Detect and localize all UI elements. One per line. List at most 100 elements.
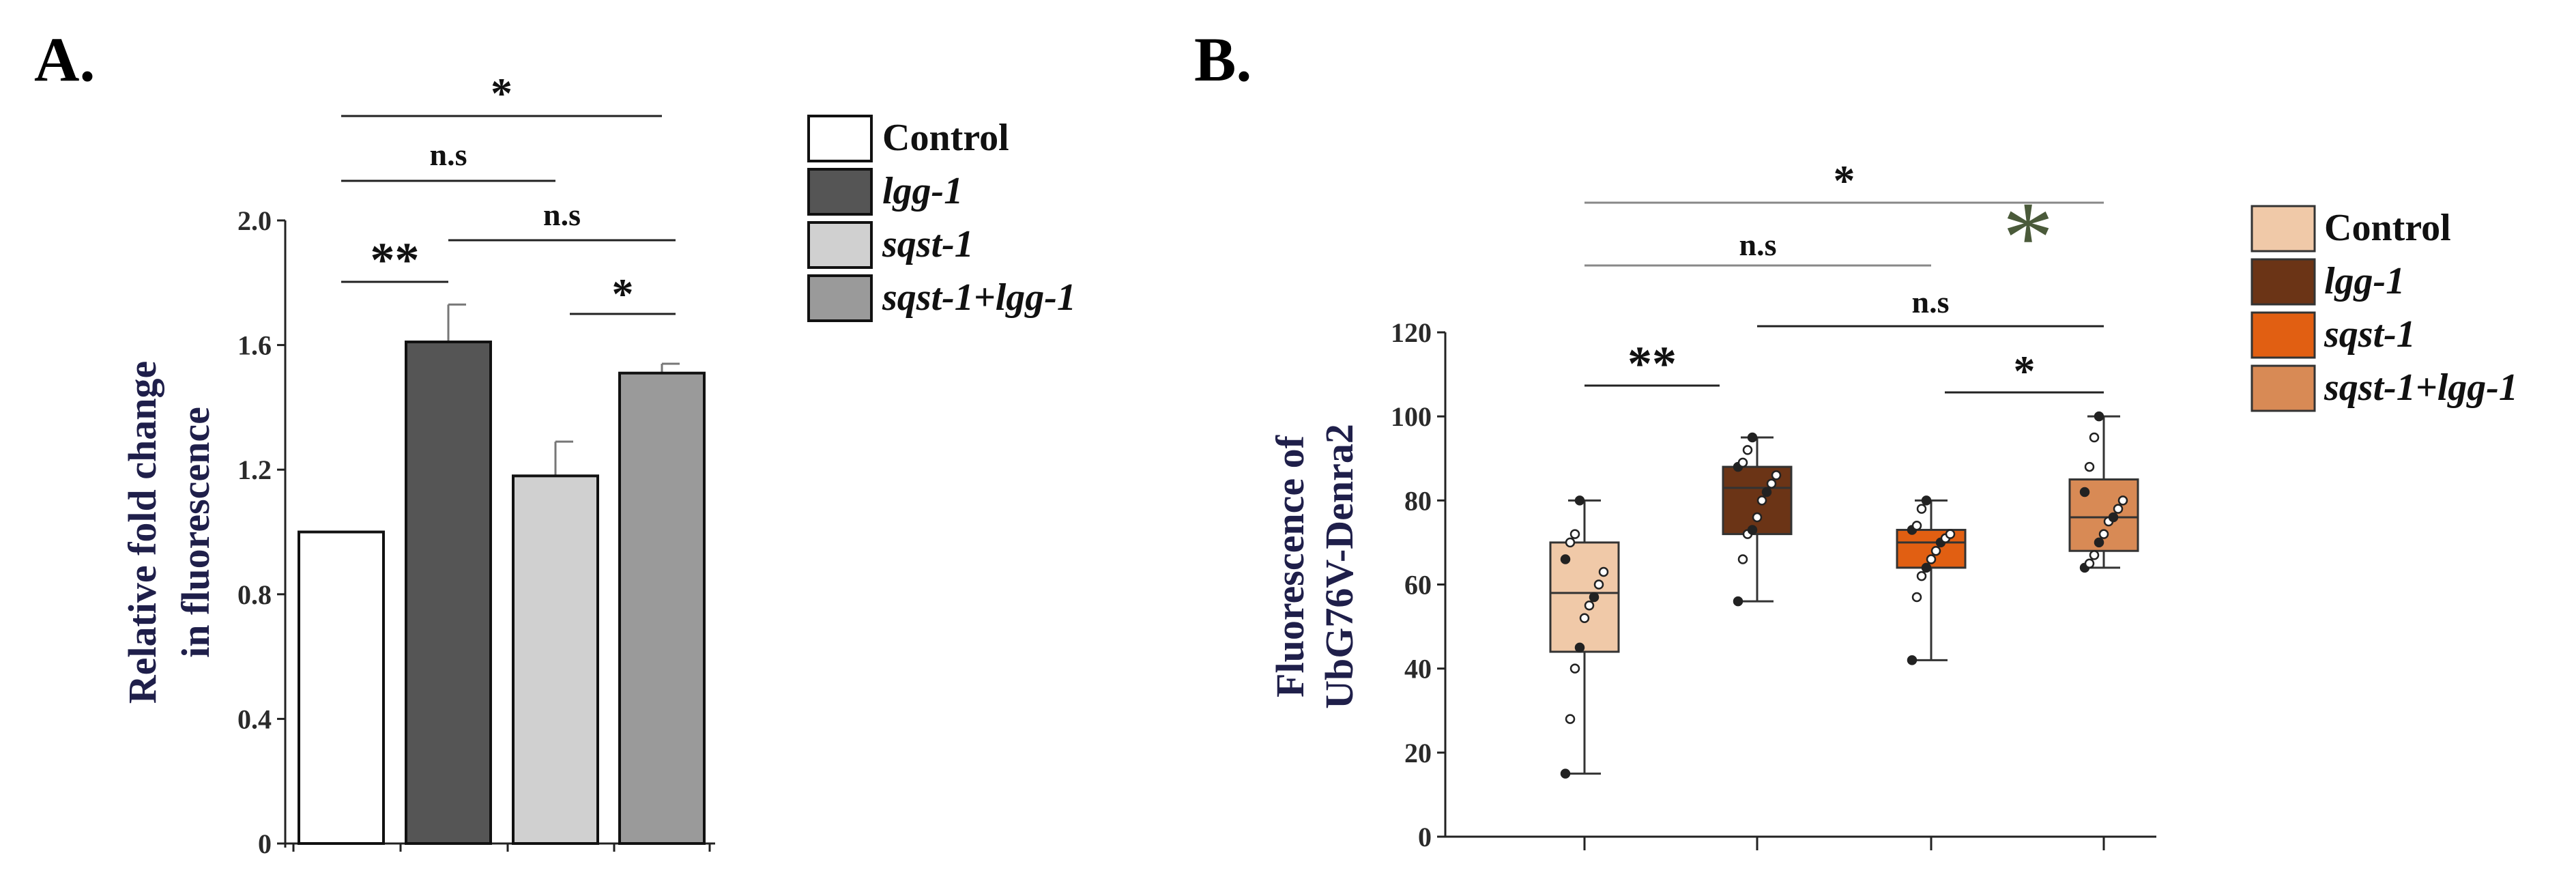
panel-b-significance: *n.sn.s** ** [1584,156,2104,395]
bar [618,371,706,845]
data-point [1569,529,1580,539]
legend-swatch [2251,311,2316,359]
legend-label: lgg-1 [882,170,963,212]
data-point [1747,525,1758,535]
bar [512,474,599,845]
y-tick-label: 40 [1404,654,1432,684]
y-tick-label: 100 [1391,401,1432,432]
legend-label: lgg-1 [2324,260,2405,302]
significance-label: n.s [430,137,467,172]
y-axis-title-line: Fluorescence of [1268,435,1312,697]
data-point [1752,512,1763,523]
y-tick-label: 20 [1404,738,1432,768]
y-tick-label: 0.4 [237,704,272,734]
legend-label: sqst-1 [882,223,974,265]
data-point [1766,478,1777,489]
bar [298,530,385,845]
data-point [2079,487,2090,498]
data-point [1747,432,1758,443]
data-point [2098,529,2109,539]
data-point [1574,495,1585,506]
panel-b-label: B. [1194,25,1251,94]
data-point [2094,411,2104,422]
legend-label: sqst-1+lgg-1 [882,276,1076,319]
data-point [2094,537,2104,548]
data-point [1921,495,1932,506]
y-tick-label: 1.2 [237,455,272,485]
data-point [1733,596,1743,607]
y-tick-label: 1.6 [237,330,272,361]
legend-label: sqst-1 [2324,313,2416,356]
legend-swatch [2251,364,2316,412]
data-point [1911,592,1922,603]
y-axis-title-line: in fluorescence [173,407,218,658]
data-point [2084,558,2095,568]
significance-extra-asterisk: * [2003,181,2054,294]
data-point [1574,642,1585,653]
box [2068,478,2139,552]
significance-label: * [491,69,512,117]
panel-b-legend: Control lgg-1 sqst-1 sqst-1+lgg-1 [2251,205,2518,412]
y-tick-label: 60 [1404,570,1432,601]
y-axis-title-line: Relative fold change [120,361,164,704]
y-tick-label: 120 [1391,317,1432,348]
legend-swatch [807,221,873,269]
panel-a-legend: Control lgg-1 sqst-1 sqst-1+lgg-1 [807,115,1076,322]
data-point [1916,504,1927,514]
data-point [1560,768,1571,779]
data-point [1589,592,1600,603]
data-point [2084,461,2095,472]
panel-a-label: A. [34,25,95,94]
significance-label: n.s [1912,285,1950,319]
panel-a-significance: *n.sn.s*** [341,69,676,318]
data-point [1921,562,1932,573]
data-point [1584,601,1595,611]
data-point [2113,504,2124,514]
data-point [1911,521,1922,531]
panel-b-boxes [1549,411,2139,779]
legend-swatch [807,274,873,322]
data-point [1579,613,1590,624]
significance-label: ** [1627,336,1677,391]
data-point [1945,529,1956,539]
data-point [1565,714,1576,724]
panel-a-bars [298,303,706,846]
panel-b-axes: 0 20 40 60 80 100 120 Fluorescence of UbG76V-Den… [1268,317,2156,852]
data-point [1756,495,1767,506]
legend-label: Control [882,117,1009,159]
significance-label: * [1834,156,1855,205]
significance-label: * [612,270,634,318]
significance-label: n.s [1739,227,1777,262]
legend-swatch [2251,205,2316,253]
significance-label: n.s [543,197,581,232]
legend-swatch [807,115,873,162]
legend-swatch [2251,258,2316,306]
panel-a-axes: 0 0.4 0.8 1.2 1.6 2.0 Relative fold change in f… [120,205,715,859]
data-point [1560,554,1571,564]
data-point [1907,655,1917,665]
data-point [1771,470,1782,480]
data-point [2089,550,2100,560]
legend-swatch [807,168,873,216]
data-point [1761,487,1772,498]
data-point [1916,571,1927,581]
data-point [2089,432,2100,443]
significance-label: * [2014,347,2036,395]
y-tick-label: 0 [258,828,272,859]
bar [405,341,492,846]
data-point [1926,554,1937,564]
data-point [2108,512,2119,523]
y-tick-label: 80 [1404,485,1432,516]
legend-label: sqst-1+lgg-1 [2324,366,2518,409]
significance-label: ** [371,233,420,287]
data-point [1569,663,1580,674]
data-point [1565,537,1576,548]
y-tick-label: 0.8 [237,579,272,610]
data-point [1737,457,1748,468]
data-point [1737,554,1748,564]
y-tick-label: 2.0 [237,205,272,236]
data-point [2117,495,2128,506]
data-point [1598,566,1609,577]
legend-label: Control [2324,207,2451,249]
